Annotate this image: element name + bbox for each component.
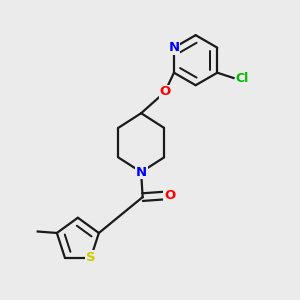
Text: O: O bbox=[164, 189, 176, 202]
Text: N: N bbox=[168, 41, 179, 54]
Text: Cl: Cl bbox=[235, 71, 248, 85]
Text: S: S bbox=[86, 251, 96, 264]
Text: N: N bbox=[136, 166, 147, 178]
Text: O: O bbox=[160, 85, 171, 98]
